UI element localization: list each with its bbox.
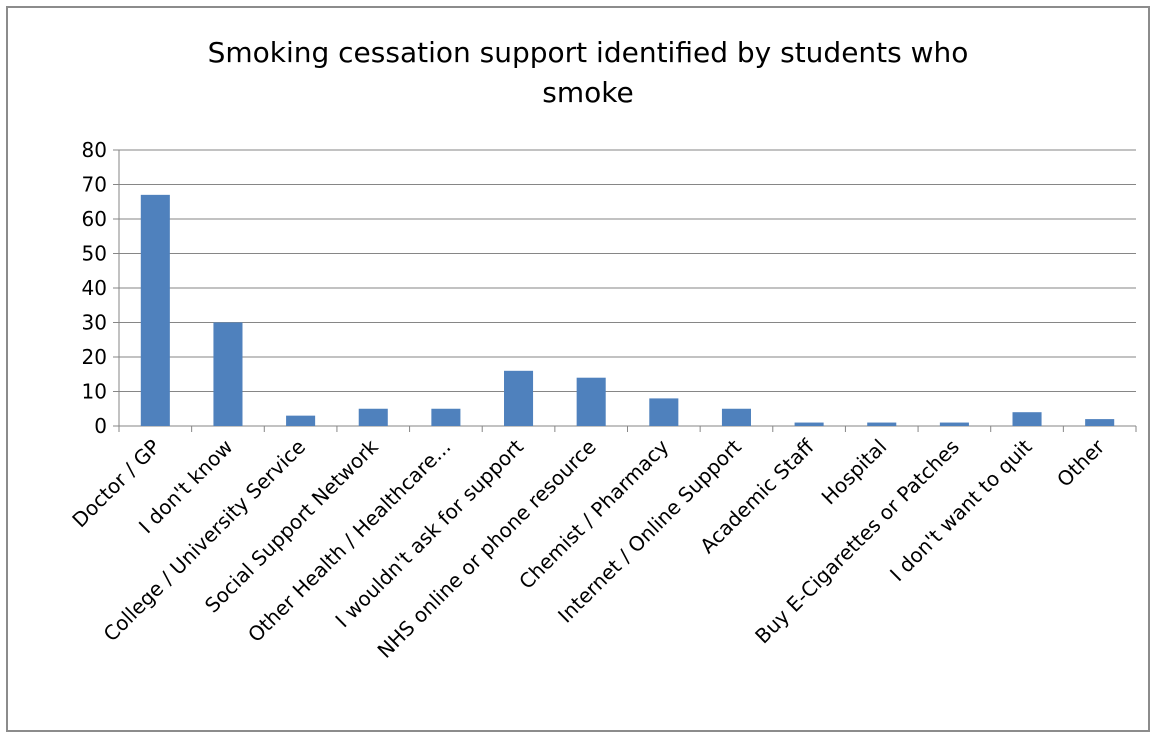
y-tick-label: 0: [94, 414, 107, 438]
gridlines: [119, 149, 1136, 392]
bar-14: [1085, 419, 1115, 426]
bar-7: [576, 377, 606, 426]
x-tick-label: I don't want to quit: [885, 434, 1037, 586]
x-tick-label: Hospital: [817, 435, 892, 510]
bar-12: [939, 422, 969, 426]
bar-11: [867, 422, 897, 426]
y-tick-label: 20: [82, 345, 107, 369]
bar-9: [721, 408, 751, 426]
bars: [140, 194, 1115, 426]
bar-10: [794, 422, 824, 426]
bar-8: [649, 398, 679, 426]
bar-4: [358, 408, 388, 426]
bar-1: [140, 194, 170, 426]
bar-2: [213, 322, 243, 426]
y-tick-label: 70: [82, 173, 107, 197]
y-tick-label: 60: [82, 207, 107, 231]
y-tick-label: 10: [82, 380, 107, 404]
x-tick-label: Other: [1052, 434, 1110, 492]
axes: [113, 149, 1137, 432]
chart-title: Smoking cessation support identified by …: [208, 36, 969, 109]
bar-3: [286, 415, 316, 426]
bar-6: [504, 370, 534, 426]
bar-13: [1012, 412, 1042, 426]
chart-frame: [6, 6, 1150, 732]
y-tick-label: 40: [82, 276, 107, 300]
y-tick-label: 80: [82, 138, 107, 162]
y-tick-label: 30: [82, 311, 107, 335]
chart-title-line-2: smoke: [542, 76, 633, 109]
y-axis-tick-labels: 0 10 20 30 40 50 60 70 80: [82, 138, 107, 438]
bar-5: [431, 408, 461, 426]
chart-title-line-1: Smoking cessation support identified by …: [208, 36, 969, 69]
y-tick-label: 50: [82, 242, 107, 266]
